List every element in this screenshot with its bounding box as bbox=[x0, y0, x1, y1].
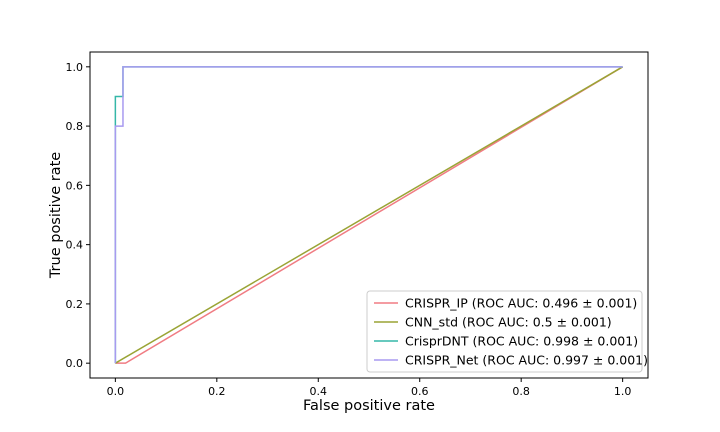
x-axis-ticks: 0.0 0.2 0.4 0.6 0.8 1.0 bbox=[107, 378, 632, 398]
legend-box bbox=[366, 290, 643, 373]
y-tick-label: 0.6 bbox=[66, 179, 84, 192]
x-tick-label: 0.8 bbox=[512, 385, 530, 398]
series-line-4 bbox=[114, 66, 623, 364]
x-axis-label: False positive rate bbox=[303, 398, 435, 414]
x-tick-label: 1.0 bbox=[614, 385, 632, 398]
legend-label-2: CNN_std (ROC AUC: 0.5 ± 0.001) bbox=[405, 315, 612, 330]
y-tick-label: 1.0 bbox=[66, 61, 84, 74]
y-axis-ticks: 0.0 0.2 0.4 0.6 0.8 1.0 bbox=[66, 61, 90, 370]
y-axis-label: True positive rate bbox=[48, 152, 64, 279]
legend-label-4: CRISPR_Net (ROC AUC: 0.997 ± 0.001) bbox=[405, 353, 648, 368]
series-line-2 bbox=[114, 66, 624, 364]
series-line-1 bbox=[115, 66, 624, 364]
plot-frame bbox=[89, 51, 649, 379]
y-tick-label: 0.8 bbox=[66, 120, 84, 133]
x-tick-label: 0.4 bbox=[310, 385, 328, 398]
y-tick-label: 0.4 bbox=[66, 239, 84, 252]
x-tick-label: 0.6 bbox=[411, 385, 429, 398]
x-tick-label: 0.0 bbox=[107, 385, 125, 398]
y-tick-label: 0.0 bbox=[66, 357, 84, 370]
legend-label-1: CRISPR_IP (ROC AUC: 0.496 ± 0.001) bbox=[405, 296, 637, 311]
x-tick-label: 0.2 bbox=[208, 385, 226, 398]
legend-label-3: CrisprDNT (ROC AUC: 0.998 ± 0.001) bbox=[405, 334, 638, 349]
legend: CRISPR_IP (ROC AUC: 0.496 ± 0.001) CNN_st… bbox=[366, 290, 648, 373]
series-layer bbox=[114, 66, 624, 364]
y-tick-label: 0.2 bbox=[66, 298, 84, 311]
